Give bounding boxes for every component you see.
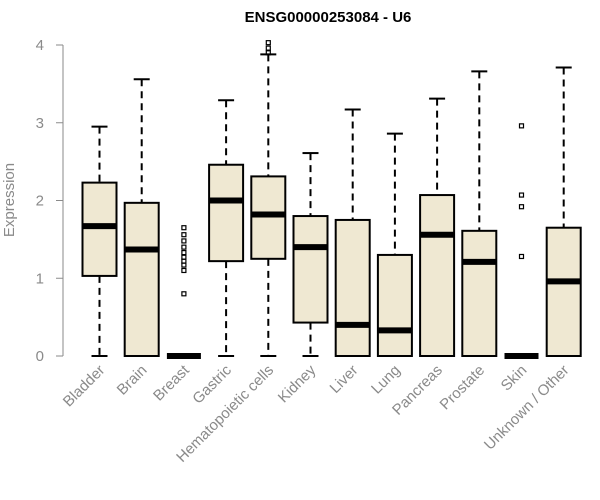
x-tick-label: Breast (150, 361, 193, 404)
box-body (419, 194, 456, 357)
outlier-point (265, 45, 271, 51)
outlier-point (181, 254, 187, 260)
boxes-group (81, 40, 582, 359)
x-tick-label: Skin (498, 362, 531, 395)
outlier-point (265, 50, 271, 56)
box-kidney (292, 152, 329, 357)
y-tick-label: 2 (36, 193, 44, 210)
box-body (81, 181, 118, 277)
box-bladder (81, 125, 118, 357)
outlier-point (265, 40, 271, 46)
chart-title: ENSG00000253084 - U6 (245, 9, 412, 26)
box-body (250, 175, 287, 260)
box-hematopoietic-cells (250, 40, 287, 357)
outlier-point (181, 232, 187, 238)
outlier-point (181, 244, 187, 250)
box-liver (334, 108, 371, 357)
box-body (123, 201, 160, 357)
box-breast (166, 225, 201, 359)
x-tick-label: Liver (327, 362, 362, 397)
y-axis-label: Expression (1, 163, 18, 237)
box-prostate (461, 70, 498, 357)
box-lung (376, 132, 413, 357)
x-tick-label: Lung (368, 362, 404, 398)
outlier-point (181, 225, 187, 231)
outlier-point (181, 249, 187, 256)
box-pancreas (419, 97, 456, 357)
box-gastric (208, 99, 245, 357)
y-tick-label: 3 (36, 115, 44, 132)
outlier-point (518, 123, 525, 129)
box-skin (504, 123, 539, 359)
box-body (545, 226, 582, 357)
y-tick-label: 1 (36, 270, 44, 287)
y-tick-label: 0 (36, 348, 44, 365)
outlier-point (518, 192, 525, 198)
box-body (461, 229, 498, 357)
x-tick-label: Kidney (275, 361, 320, 406)
x-tick-label: Prostate (437, 362, 489, 414)
outlier-point (181, 238, 187, 244)
box-body (292, 215, 329, 324)
box-unknown-other (545, 66, 582, 357)
x-tick-label: Brain (114, 362, 151, 399)
outlier-point (181, 267, 187, 274)
x-tick-label: Bladder (60, 362, 109, 411)
y-tick-label: 4 (36, 37, 44, 54)
outlier-point (518, 253, 525, 260)
box-body (376, 253, 413, 357)
y-axis-ticks: 0 1 2 3 4 (36, 37, 63, 365)
box-brain (123, 78, 160, 357)
box-body (208, 163, 245, 263)
outlier-point (518, 204, 525, 210)
box-body (334, 218, 371, 357)
outlier-point (181, 291, 187, 297)
